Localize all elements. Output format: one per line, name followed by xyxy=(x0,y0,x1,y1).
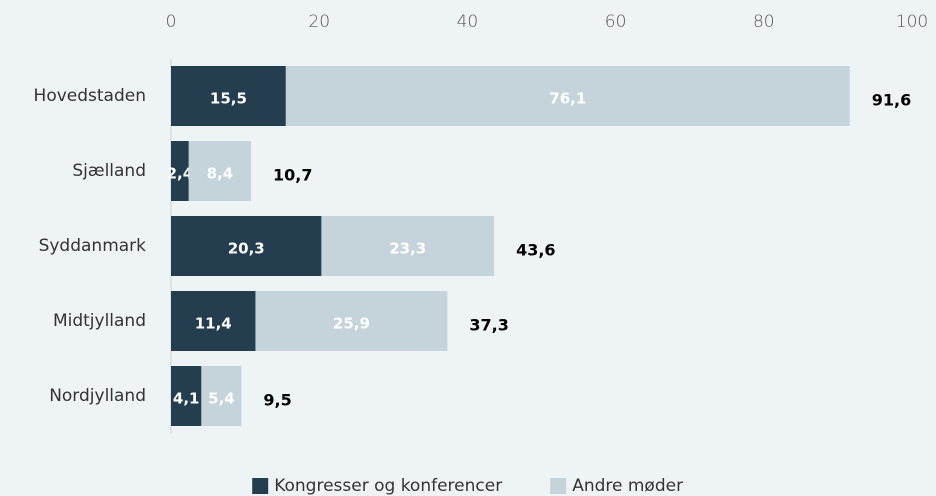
y-tick-label: Midtjylland xyxy=(53,311,146,331)
legend-label: Andre møder xyxy=(572,476,683,496)
bar-segment xyxy=(171,216,322,276)
legend-label: Kongresser og konferencer xyxy=(274,476,502,496)
y-tick-label: Syddanmark xyxy=(39,236,147,256)
bar-segment xyxy=(321,216,495,276)
bar-segment xyxy=(171,66,286,126)
total-label: 43,6 xyxy=(516,241,555,260)
value-label: 23,3 xyxy=(389,240,426,258)
value-label: 20,3 xyxy=(228,240,265,258)
total-label: 9,5 xyxy=(263,391,291,410)
value-label: 4,1 xyxy=(173,390,200,408)
bar-segment xyxy=(171,291,256,351)
total-label: 37,3 xyxy=(469,316,508,335)
bar-segment xyxy=(171,141,189,201)
x-tick-label: 40 xyxy=(457,12,479,32)
value-label: 76,1 xyxy=(549,90,586,108)
value-label: 11,4 xyxy=(195,315,232,333)
bar-segment xyxy=(171,366,202,426)
value-label: 8,4 xyxy=(207,165,234,183)
y-tick-label: Hovedstaden xyxy=(34,86,146,106)
bar-segment xyxy=(285,66,850,126)
value-label: 25,9 xyxy=(333,315,370,333)
x-tick-label: 0 xyxy=(166,12,177,32)
x-tick-label: 100 xyxy=(896,12,928,32)
y-tick-label: Nordjylland xyxy=(49,386,146,406)
x-tick-label: 80 xyxy=(753,12,775,32)
total-label: 10,7 xyxy=(273,166,312,185)
total-label: 91,6 xyxy=(872,91,911,110)
x-tick-label: 20 xyxy=(308,12,330,32)
legend-swatch xyxy=(252,478,269,494)
value-label: 5,4 xyxy=(208,390,235,408)
bar-segment xyxy=(188,141,252,201)
legend-swatch xyxy=(550,478,567,494)
value-label: 2,4 xyxy=(167,165,194,183)
bar-segment xyxy=(201,366,242,426)
value-label: 15,5 xyxy=(210,90,247,108)
bar-segment xyxy=(255,291,448,351)
y-tick-label: Sjælland xyxy=(72,161,146,181)
x-tick-label: 60 xyxy=(605,12,627,32)
